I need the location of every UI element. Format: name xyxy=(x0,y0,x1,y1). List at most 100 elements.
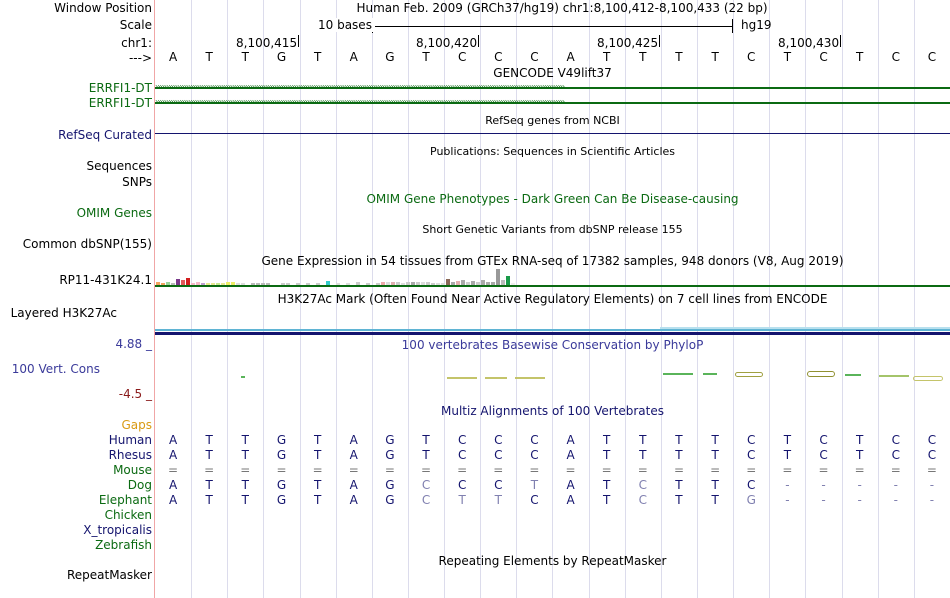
elephant-base: - xyxy=(893,493,898,507)
label-chicken[interactable]: Chicken xyxy=(104,508,152,522)
elephant-base: - xyxy=(857,493,862,507)
gtex-bar xyxy=(456,281,460,285)
coordinate-label: 8,100,420 xyxy=(416,36,478,50)
gtex-bar xyxy=(426,282,430,285)
label-chr[interactable]: chr1: xyxy=(121,36,152,50)
gene-errfi1-dt-2-line[interactable] xyxy=(155,102,950,104)
coordinate-label: 8,100,430 xyxy=(778,36,840,50)
label-errfi1-dt-2[interactable]: ERRFI1-DT xyxy=(88,96,152,110)
gtex-bar xyxy=(406,282,410,285)
label-gaps[interactable]: Gaps xyxy=(121,418,152,432)
label-human[interactable]: Human xyxy=(108,433,152,447)
human-base: T xyxy=(422,433,430,447)
h3k27ac-signal-band[interactable] xyxy=(155,329,950,331)
gtex-bar xyxy=(231,282,235,285)
gene-errfi1-dt-2-strand: ››››››››››››››››››››››››››››››››››››››››… xyxy=(155,97,565,106)
dog-base: T xyxy=(313,478,322,492)
label-rp11-431k24[interactable]: RP11-431K24.1 xyxy=(59,273,152,287)
omim-track-title: OMIM Gene Phenotypes - Dark Green Can Be… xyxy=(366,192,739,206)
label-mouse[interactable]: Mouse xyxy=(113,463,152,477)
label-100-vert-cons[interactable]: 100 Vert. Cons xyxy=(11,362,100,376)
gtex-bar xyxy=(496,269,500,285)
phylop-value xyxy=(663,373,693,375)
human-base: T xyxy=(241,433,249,447)
reference-base: T xyxy=(422,50,430,64)
base-boundary-line xyxy=(444,0,445,598)
dog-base: A xyxy=(168,478,178,492)
multiz-track-title: Multiz Alignments of 100 Vertebrates xyxy=(440,404,665,418)
label-rhesus[interactable]: Rhesus xyxy=(108,448,152,462)
phylop-conservation-plot[interactable] xyxy=(155,340,950,405)
base-boundary-line xyxy=(878,0,879,598)
human-base: T xyxy=(711,433,719,447)
reference-base: C xyxy=(457,50,467,64)
label-refseq-curated[interactable]: RefSeq Curated xyxy=(58,128,152,142)
human-base: G xyxy=(385,433,395,447)
base-boundary-line xyxy=(589,0,590,598)
human-base: C xyxy=(927,433,937,447)
gtex-bar xyxy=(326,281,330,285)
phylop-value xyxy=(515,377,545,379)
gtex-bar xyxy=(296,283,300,285)
rhesus-base: C xyxy=(530,448,539,462)
gtex-bar xyxy=(476,282,480,285)
coordinate-tick xyxy=(298,35,299,47)
label-common-dbsnp[interactable]: Common dbSNP(155) xyxy=(22,237,152,251)
dog-base: T xyxy=(603,478,611,492)
label-sequences[interactable]: Sequences xyxy=(86,159,152,173)
mouse-base: = xyxy=(601,463,612,477)
label-strand-arrow[interactable]: ---> xyxy=(128,51,152,65)
phylop-value xyxy=(845,374,861,376)
human-base: T xyxy=(675,433,683,447)
elephant-base: C xyxy=(421,493,431,507)
label-errfi1-dt-1[interactable]: ERRFI1-DT xyxy=(88,81,152,95)
gtex-bar xyxy=(266,283,270,285)
dog-base: T xyxy=(205,478,213,492)
label-dog[interactable]: Dog xyxy=(127,478,152,492)
elephant-base: T xyxy=(494,493,502,507)
mouse-base: = xyxy=(890,463,901,477)
label-scale[interactable]: Scale xyxy=(119,18,152,32)
genome-browser-track-image[interactable]: Human Feb. 2009 (GRCh37/hg19) chr1:8,100… xyxy=(155,0,950,598)
mouse-base: = xyxy=(782,463,793,477)
elephant-base: T xyxy=(458,493,466,507)
dog-base: G xyxy=(385,478,395,492)
label-omim-genes[interactable]: OMIM Genes xyxy=(76,206,152,220)
assembly-position-title: Human Feb. 2009 (GRCh37/hg19) chr1:8,100… xyxy=(356,1,768,15)
gtex-bar xyxy=(181,280,185,285)
scale-bar-line xyxy=(372,26,732,27)
mouse-base: = xyxy=(565,463,576,477)
track-divider xyxy=(154,0,155,598)
label-zebrafish[interactable]: Zebrafish xyxy=(95,538,152,552)
gtex-expression-bars[interactable] xyxy=(155,268,950,285)
mouse-base: = xyxy=(348,463,359,477)
mouse-base: = xyxy=(529,463,540,477)
gtex-bar xyxy=(316,283,320,285)
gtex-bar xyxy=(396,282,400,285)
base-boundary-line xyxy=(697,0,698,598)
rhesus-base: G xyxy=(276,448,287,462)
dog-base: - xyxy=(893,478,898,492)
gene-errfi1-dt-1-line[interactable] xyxy=(155,87,950,89)
label-elephant[interactable]: Elephant xyxy=(98,493,152,507)
dog-base: - xyxy=(785,478,790,492)
label-layered-h3k27ac[interactable]: Layered H3K27Ac xyxy=(10,306,117,320)
rhesus-base: T xyxy=(313,448,322,462)
label-window-position[interactable]: Window Position xyxy=(54,1,152,15)
human-base: C xyxy=(819,433,828,447)
label-repeatmasker[interactable]: RepeatMasker xyxy=(66,568,152,582)
dog-base: C xyxy=(638,478,648,492)
base-boundary-line xyxy=(263,0,264,598)
refseq-gene-line[interactable] xyxy=(155,133,950,134)
mouse-base: = xyxy=(746,463,757,477)
gene-rp11-431k24-1[interactable] xyxy=(155,285,950,287)
elephant-base: A xyxy=(566,493,575,507)
gtex-bar xyxy=(466,282,470,285)
base-boundary-line xyxy=(914,0,915,598)
gtex-bar xyxy=(191,283,195,285)
gtex-bar xyxy=(501,280,505,285)
label-snps[interactable]: SNPs xyxy=(122,175,152,189)
refseq-track-title: RefSeq genes from NCBI xyxy=(485,114,620,127)
label-x-tropicalis[interactable]: X_tropicalis xyxy=(83,523,152,537)
phylop-value xyxy=(485,377,507,379)
